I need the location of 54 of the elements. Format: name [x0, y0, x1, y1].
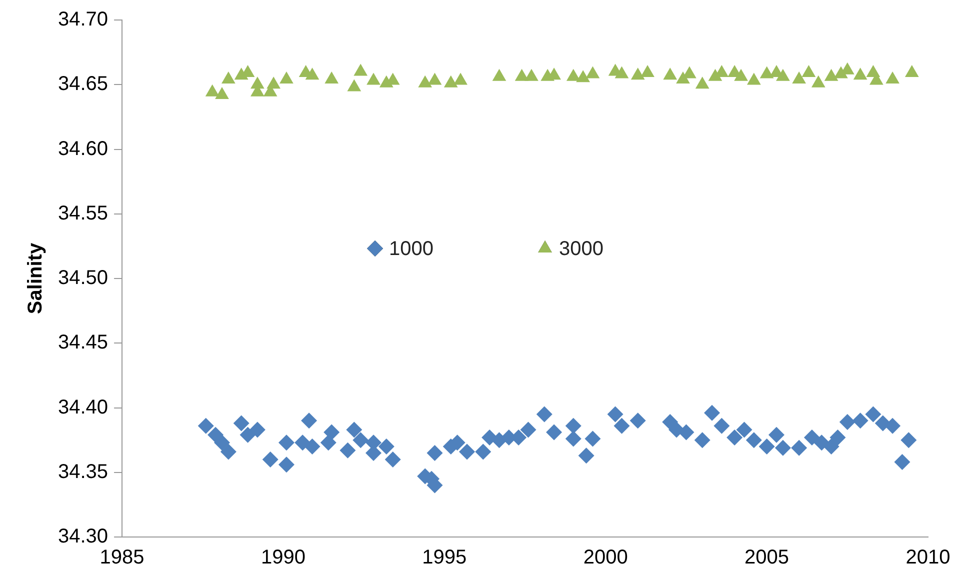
- point: [792, 71, 806, 84]
- x-tick-label: 1995: [422, 546, 467, 569]
- point: [266, 76, 280, 89]
- point: [853, 68, 868, 80]
- point: [492, 68, 506, 81]
- point: [586, 66, 600, 78]
- y-tick-label: 34.50: [58, 267, 108, 290]
- point: [802, 64, 816, 77]
- point: [576, 70, 590, 82]
- y-tick-label: 34.60: [58, 138, 108, 160]
- point: [904, 64, 919, 77]
- x-tick-label: 1990: [260, 546, 306, 569]
- point: [324, 71, 339, 84]
- x-tick-label: 2000: [583, 546, 628, 569]
- y-tick-label: 34.30: [58, 526, 108, 548]
- legend-label: 1000: [389, 238, 434, 260]
- x-tick-label: 2010: [906, 546, 950, 569]
- point: [682, 66, 696, 78]
- point: [630, 68, 645, 80]
- point: [746, 72, 761, 85]
- point: [811, 75, 826, 88]
- y-tick-label: 34.40: [58, 396, 108, 418]
- point: [366, 72, 380, 85]
- point: [428, 72, 442, 85]
- point: [760, 66, 774, 78]
- point: [695, 76, 710, 89]
- point: [663, 68, 678, 80]
- y-axis-title: Salinity: [24, 242, 47, 314]
- point: [280, 71, 294, 84]
- point: [886, 71, 900, 84]
- y-tick-label: 34.70: [58, 8, 108, 31]
- legend-label: 3000: [559, 238, 604, 260]
- point: [776, 68, 790, 81]
- y-tick-label: 34.45: [58, 332, 108, 354]
- point: [614, 66, 629, 78]
- y-tick-label: 34.65: [58, 73, 108, 96]
- point: [824, 68, 838, 81]
- point: [354, 64, 368, 76]
- point: [734, 68, 748, 81]
- point: [418, 75, 432, 88]
- point: [454, 72, 468, 85]
- point: [640, 64, 654, 77]
- point: [215, 86, 229, 99]
- y-tick-label: 34.55: [58, 202, 108, 224]
- x-tick-label: 2005: [744, 546, 790, 569]
- y-tick-label: 34.35: [58, 460, 108, 483]
- point: [566, 68, 580, 81]
- point: [205, 84, 220, 96]
- point: [222, 71, 236, 84]
- x-tick-label: 1985: [100, 546, 144, 569]
- point: [444, 75, 458, 88]
- point: [524, 68, 538, 81]
- point: [305, 68, 320, 80]
- point: [347, 79, 362, 92]
